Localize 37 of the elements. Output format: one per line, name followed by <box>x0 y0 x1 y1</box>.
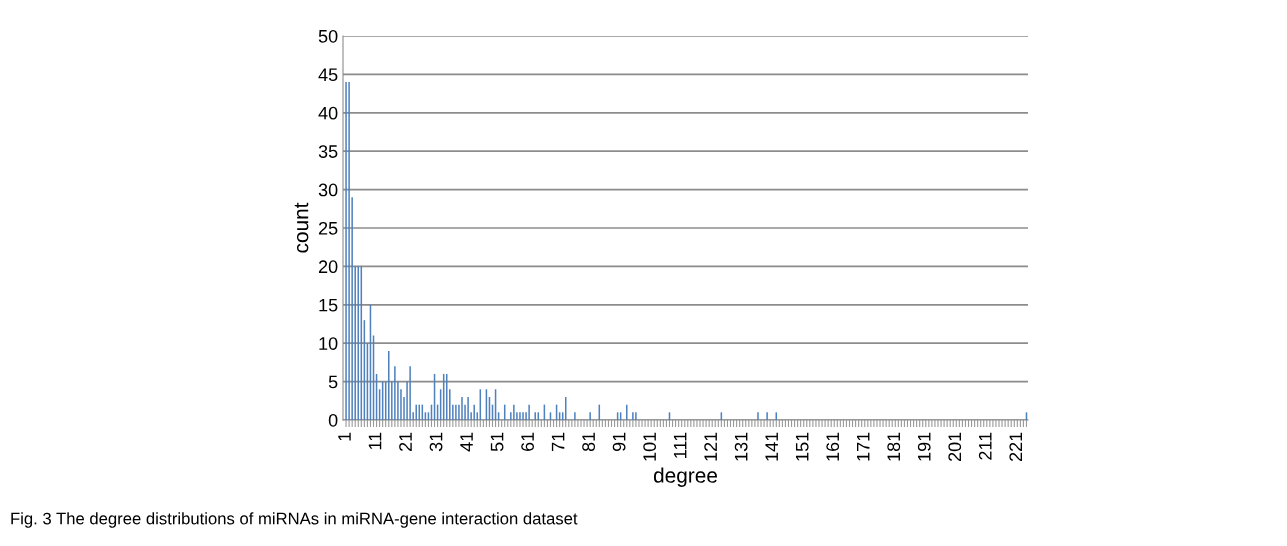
x-tick-label: 171 <box>857 432 870 461</box>
y-tick-label: 50 <box>318 29 338 43</box>
y-tick-label: 35 <box>318 145 338 158</box>
y-axis-title: count <box>294 202 309 253</box>
x-tick-label: 71 <box>551 432 565 451</box>
x-tick-label: 81 <box>582 432 595 452</box>
x-tick-label: 41 <box>460 432 473 452</box>
y-tick-label: 15 <box>319 298 338 312</box>
x-tick-label: 121 <box>704 432 717 461</box>
y-tick-label: 0 <box>328 413 338 427</box>
x-tick-label: 221 <box>1009 432 1022 462</box>
caption: Fig. 3 The degree distributions of miRNAs in miRNA-gene interaction dataset <box>11 512 578 528</box>
x-tick-label: 181 <box>887 432 901 461</box>
x-tick-label: 151 <box>795 432 809 461</box>
x-tick-label: 111 <box>673 432 687 458</box>
x-tick-label: 191 <box>917 432 931 461</box>
x-tick-label: 201 <box>948 432 962 462</box>
x-axis-title: degree <box>653 467 718 487</box>
x-tick-label: 11 <box>368 432 382 450</box>
y-tick-label: 45 <box>318 68 338 82</box>
x-tick-label: 51 <box>490 432 504 452</box>
x-tick-label: 21 <box>399 432 412 451</box>
y-tick-label: 10 <box>319 337 338 350</box>
y-tick-label: 25 <box>318 221 338 235</box>
y-tick-label: 5 <box>328 375 338 389</box>
x-tick-label: 161 <box>826 432 840 461</box>
x-tick-label: 101 <box>643 432 657 461</box>
x-tick-label: 61 <box>521 432 534 451</box>
y-tick-label: 30 <box>318 183 338 197</box>
y-tick-label: 40 <box>318 106 338 120</box>
x-tick-label: 141 <box>765 432 778 461</box>
x-tick-label: 1 <box>338 432 351 441</box>
x-tick-label: 131 <box>734 432 748 461</box>
x-tick-label: 211 <box>978 432 992 460</box>
x-tick-label: 31 <box>429 432 443 452</box>
x-tick-label: 91 <box>612 432 626 452</box>
y-tick-label: 20 <box>318 260 338 274</box>
